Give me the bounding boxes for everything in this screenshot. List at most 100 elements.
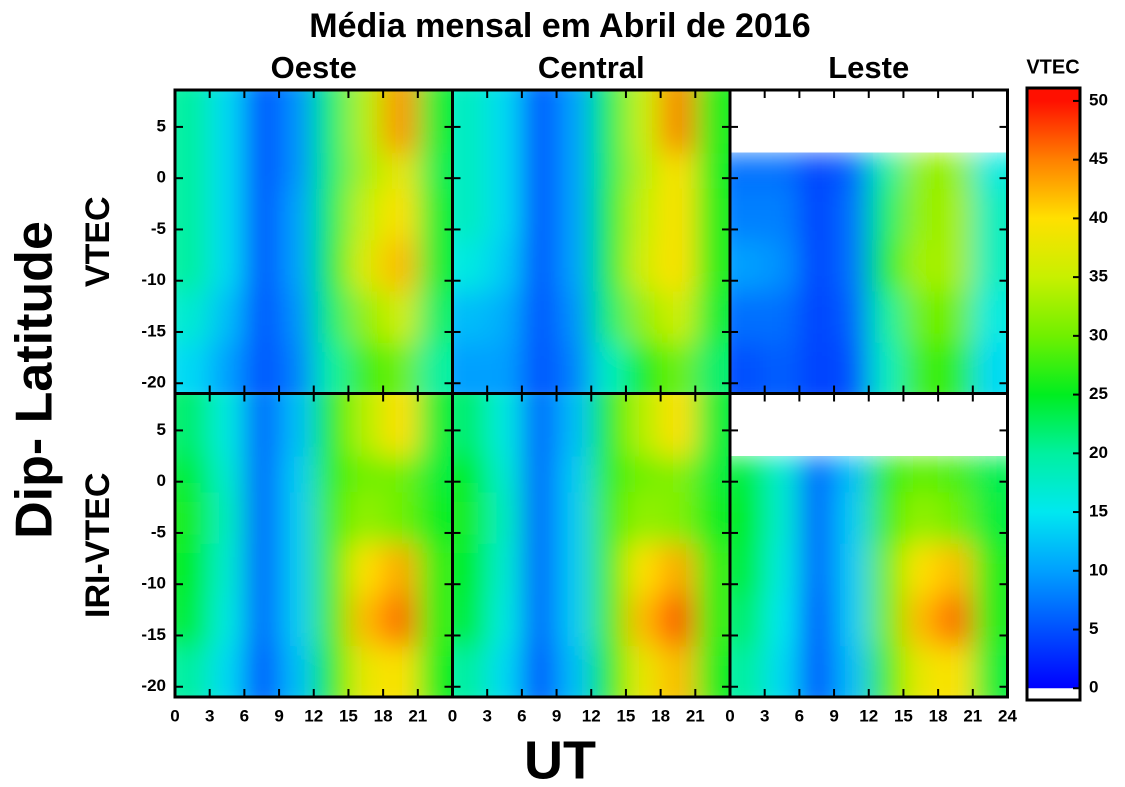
cell xyxy=(452,645,488,697)
cell xyxy=(938,594,974,647)
cell xyxy=(348,239,384,292)
cell xyxy=(348,594,384,647)
y-tick-label: -15 xyxy=(141,625,166,644)
cell xyxy=(313,188,349,241)
colorbar-tick-label: 20 xyxy=(1089,443,1108,462)
cell xyxy=(279,645,315,697)
cell xyxy=(417,188,453,241)
cell xyxy=(938,188,974,241)
cell xyxy=(868,594,904,647)
cell xyxy=(313,491,349,544)
cell xyxy=(556,491,592,544)
x-tick-label: 18 xyxy=(651,706,670,725)
cell xyxy=(175,594,211,647)
cell xyxy=(348,342,384,394)
cell xyxy=(175,393,211,457)
cell xyxy=(938,342,974,394)
cell xyxy=(175,90,211,154)
cell xyxy=(452,90,488,154)
cell xyxy=(730,594,766,647)
cell xyxy=(764,188,800,241)
cell xyxy=(660,188,696,241)
heatmap xyxy=(730,456,1008,697)
cell xyxy=(244,491,280,544)
row-label: IRI-VTEC xyxy=(79,473,117,618)
x-tick-label: 3 xyxy=(760,706,769,725)
cell xyxy=(556,239,592,292)
column-title: Oeste xyxy=(271,50,357,85)
cell xyxy=(903,290,939,343)
cell xyxy=(487,393,523,457)
cell xyxy=(244,290,280,343)
cell xyxy=(313,90,349,154)
cell xyxy=(348,90,384,154)
cell xyxy=(972,543,1008,595)
cell xyxy=(695,594,730,647)
cell xyxy=(695,90,730,154)
x-tick-label: 15 xyxy=(339,706,358,725)
cell xyxy=(452,491,488,544)
heatmap xyxy=(452,90,730,394)
cell xyxy=(799,290,835,343)
cell xyxy=(556,152,592,189)
x-tick-label: 18 xyxy=(929,706,948,725)
cell xyxy=(660,342,696,394)
cell xyxy=(209,456,245,493)
cell xyxy=(313,239,349,292)
cell xyxy=(730,543,766,595)
cell xyxy=(868,645,904,697)
colorbar-tick-label: 25 xyxy=(1089,384,1108,403)
cell xyxy=(591,290,627,343)
cell xyxy=(764,543,800,595)
heatmap-cells xyxy=(175,393,453,697)
colorbar-tick-label: 5 xyxy=(1089,619,1098,638)
cell xyxy=(521,543,558,595)
cell xyxy=(417,90,453,154)
cell xyxy=(903,239,939,292)
cell xyxy=(209,152,245,189)
cell xyxy=(521,152,558,189)
cell xyxy=(834,342,870,394)
cell xyxy=(313,290,349,343)
cell xyxy=(938,152,974,189)
cell xyxy=(660,456,696,493)
cell xyxy=(521,90,558,154)
cell xyxy=(313,645,349,697)
x-tick-label: 0 xyxy=(725,706,734,725)
cell xyxy=(417,645,453,697)
cell xyxy=(695,290,730,343)
cell xyxy=(695,543,730,595)
colorbar-tick-label: 10 xyxy=(1089,560,1108,579)
cell xyxy=(938,491,974,544)
y-tick-label: -20 xyxy=(141,373,166,392)
cell xyxy=(938,645,974,697)
cell xyxy=(313,543,349,595)
cell xyxy=(487,188,523,241)
cell xyxy=(452,290,488,343)
cell xyxy=(175,290,211,343)
cell xyxy=(417,239,453,292)
x-tick-label: 24 xyxy=(998,706,1017,725)
cell xyxy=(487,491,523,544)
cell xyxy=(730,491,766,544)
x-tick-label: 21 xyxy=(408,706,427,725)
cell xyxy=(244,342,280,394)
x-tick-label: 6 xyxy=(517,706,526,725)
cell xyxy=(730,152,766,189)
cell xyxy=(868,543,904,595)
x-tick-label: 12 xyxy=(859,706,878,725)
cell xyxy=(209,342,245,394)
cell xyxy=(799,645,835,697)
cell xyxy=(799,594,835,647)
cell xyxy=(625,342,662,394)
cell xyxy=(209,90,245,154)
cell xyxy=(521,393,558,457)
cell xyxy=(834,239,870,292)
cell xyxy=(625,188,662,241)
cell xyxy=(348,456,384,493)
cell xyxy=(764,290,800,343)
cell xyxy=(972,239,1008,292)
cell xyxy=(487,290,523,343)
cell xyxy=(244,543,280,595)
cell xyxy=(625,152,662,189)
